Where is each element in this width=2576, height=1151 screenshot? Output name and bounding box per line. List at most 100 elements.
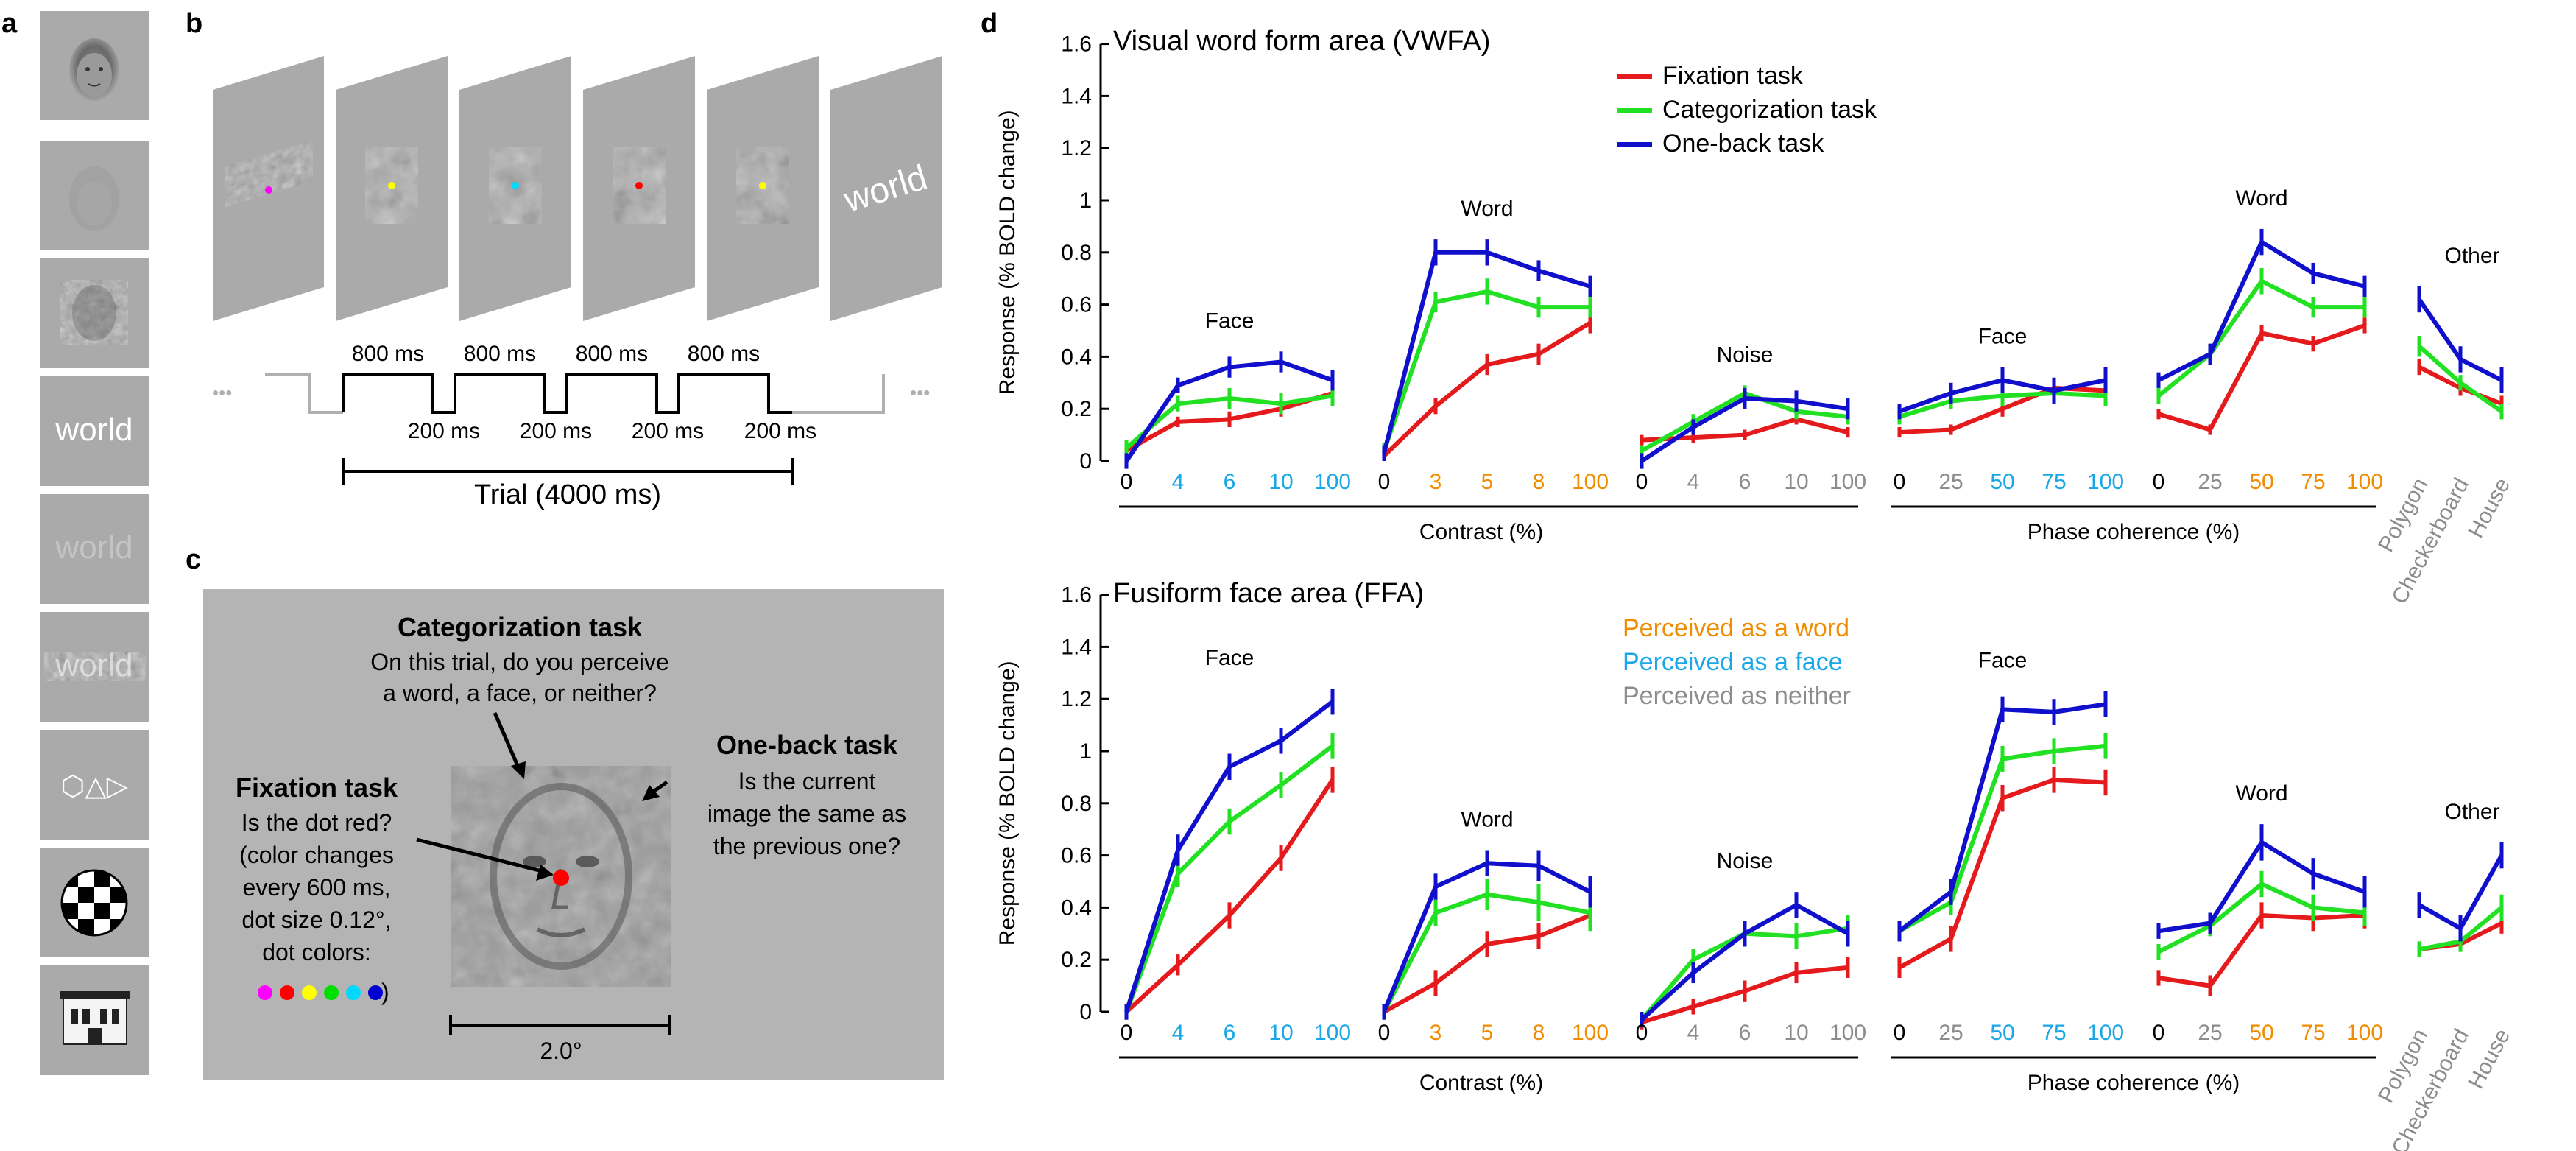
group-label: Word [2235,186,2287,211]
x-tick-label: 8 [1533,1021,1545,1045]
series-line [1382,320,1592,458]
chart-group: Word 0 3 5 8 100 [1378,197,1609,494]
chart-group: Face 0 4 6 10 100 [1121,309,1351,494]
stimulus-word-low-contrast-text: world [54,529,133,566]
x-tick-label: 6 [1739,470,1751,494]
y-axis-label: Response (% BOLD change) [995,110,1020,395]
checker-square [78,919,94,935]
panel-c-task-description: Categorization task On this trial, do yo… [203,589,944,1080]
checker-square [78,870,94,887]
legend-percept-label: Perceived as a face [1623,648,1843,676]
x-tick-label: 0 [1121,1021,1133,1045]
chart-ffa: Fusiform face area (FFA) 0 0.2 0.4 0.6 0.8 1 1.… [995,578,2515,1151]
dot-color-swatch [368,985,383,1000]
frame-scrambled-word [213,56,324,321]
legend-task-label: One-back task [1662,130,1824,158]
x-tick-label: 100 [2087,1021,2124,1045]
stimulus-word-low-contrast: world [40,494,149,604]
checker-square [110,887,127,903]
x-tick-label: 25 [2198,1021,2222,1045]
x-tick-label: 100 [2346,470,2383,494]
panel-label-b: b [186,8,202,39]
x-tick-label: 50 [1990,470,2014,494]
y-tick-label: 1.4 [1061,635,1092,659]
legend-task-label: Categorization task [1662,96,1877,124]
chart-vwfa: Visual word form area (VWFA) 0 0.2 0.4 0.6 0.… [995,26,2515,608]
series-line [1898,702,2106,933]
x-tick-label: 0 [1894,1021,1906,1045]
chart-title: Fusiform face area (FFA) [1113,578,1424,609]
frame-word: world [830,56,942,321]
checker-square [110,903,127,919]
x-tick-label: 3 [1430,470,1442,494]
series-line [1124,700,1334,1013]
x-tick-label: 0 [1378,470,1391,494]
checker-square [62,887,78,903]
y-tick-label: 0.4 [1061,895,1092,920]
y-tick-label: 0.6 [1061,844,1092,868]
group-label: Word [1461,197,1513,221]
timing-off-label-3: 200 ms [632,419,704,443]
y-tick-label: 1 [1079,189,1092,213]
oneback-title: One-back task [716,730,898,760]
series-line [1124,744,1334,1013]
timing-waveform-pre [265,373,343,414]
y-tick-label: 0.6 [1061,293,1092,317]
y-tick-label: 1 [1079,739,1092,764]
oneback-line-3: the previous one? [713,833,900,859]
legend-percept-label: Perceived as neither [1623,682,1851,710]
x-tick-label: 100 [1572,470,1609,494]
scale-bar [449,1015,671,1035]
fixation-close-paren: ) [381,979,389,1005]
x-tick-label: 10 [1268,470,1293,494]
y-tick-label: 1.2 [1061,136,1092,161]
x-tick-label: 75 [2301,1021,2325,1045]
x-tick-label: 100 [1829,1021,1866,1045]
x-axis-label-contrast: Contrast (%) [1419,1071,1543,1095]
x-tick-label: 4 [1687,1021,1700,1045]
x-tick-label: 100 [1829,470,1866,494]
fixation-line-2: (color changes [239,842,394,868]
frame-face-1 [336,56,448,321]
chart-group: Face 0 25 50 75 100 [1894,325,2124,494]
x-tick-label: 5 [1481,1021,1494,1045]
fixation-line-3: every 600 ms, [243,874,391,901]
timing-ellipsis-right: ••• [910,381,930,404]
group-label: Face [1978,325,2028,349]
fixation-title: Fixation task [236,772,398,803]
x-axis-label-contrast: Contrast (%) [1419,520,1543,544]
stimulus-face-full [40,11,149,120]
x-axis-label-phase: Phase coherence (%) [2028,1071,2240,1095]
dot-color-swatch [280,985,294,1000]
dot-color-swatch [302,985,317,1000]
x-tick-label: 4 [1172,470,1185,494]
x-tick-label: 8 [1533,470,1545,494]
trial-bracket [342,458,794,485]
x-tick-label: 0 [1636,470,1648,494]
x-tick-label: 10 [1784,470,1808,494]
stimulus-face-low-contrast [40,141,149,250]
chart-group: Noise 0 4 6 10 100 [1636,849,1866,1045]
stimulus-face-phase-scrambled [40,258,149,368]
group-label: Other [2444,244,2499,268]
x-tick-label: 25 [2198,470,2222,494]
y-axis-label: Response (% BOLD change) [995,661,1020,946]
stimulus-house [40,965,149,1075]
group-label: Noise [1717,342,1774,367]
example-face-image [451,766,671,987]
group-label: Word [1461,808,1513,832]
y-tick-label: 1.6 [1061,583,1092,608]
checker-square [94,903,110,919]
x-tick-label: 5 [1481,470,1494,494]
x-tick-label: 0 [2153,1021,2165,1045]
y-tick-label: 0.4 [1061,345,1092,369]
scale-bar-label: 2.0° [540,1038,582,1064]
stimulus-word-phase-scrambled: world [40,612,149,722]
stimulus-word-full: world [40,376,149,486]
timing-on-label-2: 800 ms [464,342,536,366]
panel-label-d: d [981,8,998,39]
frame-face-2 [459,56,571,321]
stimulus-polygons: ⬡△▷ [40,730,149,840]
x-tick-label: 100 [1572,1021,1609,1045]
